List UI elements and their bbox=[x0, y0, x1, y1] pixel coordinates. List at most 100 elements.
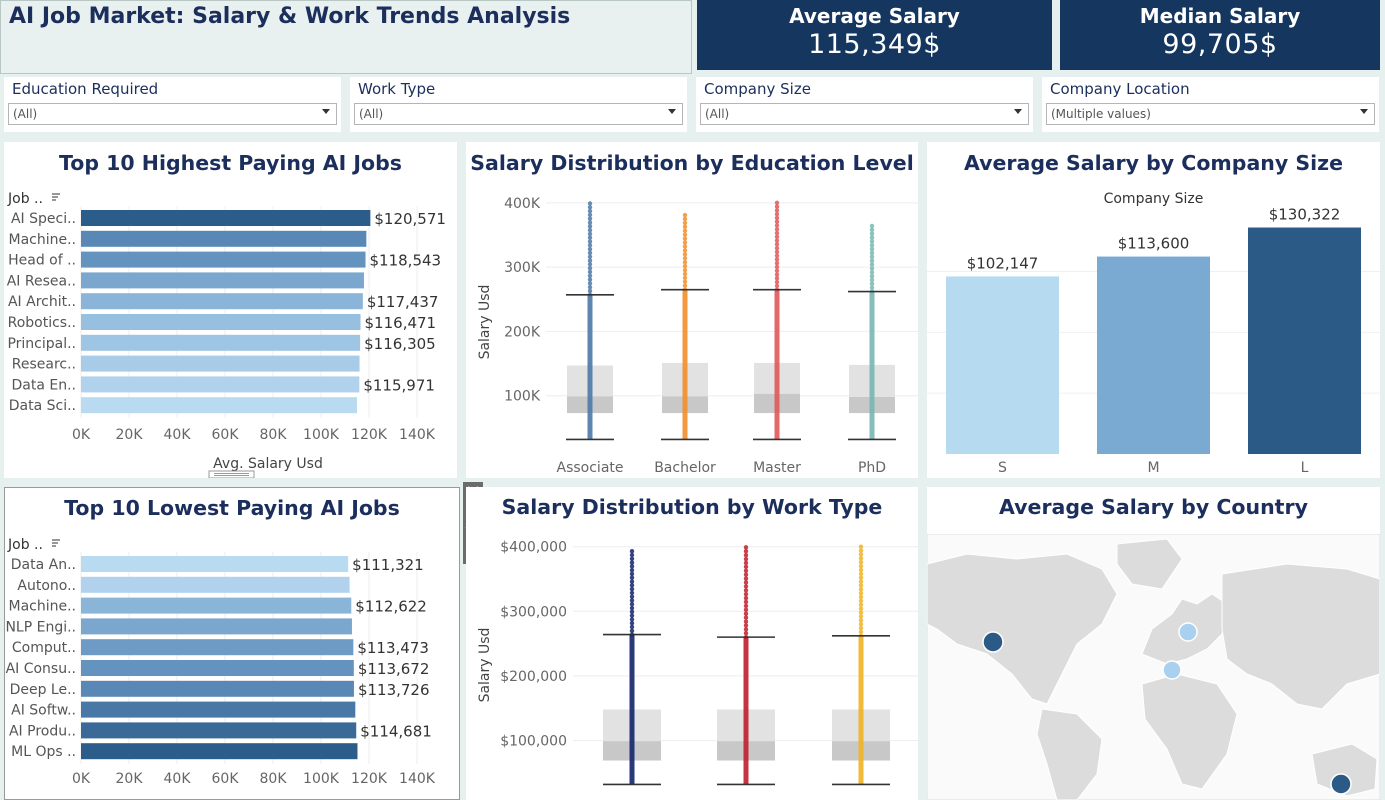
work-box-chart: $100,000 $200,000 $300,000 $400,000 Salary U… bbox=[477, 540, 918, 786]
bar bbox=[946, 276, 1059, 454]
chevron-down-icon[interactable] bbox=[1014, 109, 1022, 114]
outlier-point bbox=[858, 563, 864, 569]
bar-category-label: AI Archit.. bbox=[8, 294, 76, 310]
x-tick-label: 120K bbox=[351, 771, 388, 787]
bar-category-label: Deep Le.. bbox=[10, 682, 76, 698]
outlier-point bbox=[682, 248, 688, 253]
bar bbox=[81, 210, 371, 226]
outlier-point bbox=[774, 249, 780, 255]
outlier-point bbox=[682, 271, 688, 277]
land-greenland bbox=[1116, 538, 1183, 590]
outlier-point bbox=[629, 605, 635, 611]
bar-value-label: $116,471 bbox=[365, 314, 437, 332]
resize-handle bbox=[208, 470, 255, 478]
chart-title: Top 10 Highest Paying AI Jobs bbox=[58, 151, 402, 175]
filter-company-size-select[interactable]: (All) bbox=[700, 103, 1029, 125]
bar-category-label: Robotics.. bbox=[8, 315, 76, 331]
outlier-point bbox=[869, 277, 875, 283]
outlier-point bbox=[682, 228, 688, 233]
outlier-point bbox=[587, 269, 593, 275]
outlier-point bbox=[869, 266, 875, 271]
chart-title: Average Salary by Company Size bbox=[963, 151, 1344, 175]
bar-value-label: $118,543 bbox=[370, 252, 442, 270]
outlier-point bbox=[629, 586, 635, 592]
outlier-point bbox=[587, 273, 593, 278]
outlier-point bbox=[587, 288, 593, 294]
x-axis-label: Avg. Salary Usd bbox=[213, 456, 323, 472]
x-tick-label: 80K bbox=[260, 771, 288, 787]
bar bbox=[81, 597, 352, 614]
outlier-point bbox=[774, 264, 780, 270]
bar-value-label: $120,571 bbox=[374, 210, 446, 228]
chart-subtitle: Company Size bbox=[1103, 191, 1204, 207]
bar-category-label: AI Consu.. bbox=[6, 661, 76, 677]
outlier-point bbox=[858, 587, 864, 592]
bar bbox=[81, 251, 366, 268]
bar-value-label: $113,726 bbox=[358, 681, 430, 699]
outlier-point bbox=[858, 552, 864, 557]
chevron-down-icon[interactable] bbox=[668, 109, 676, 114]
outlier-point bbox=[587, 224, 593, 229]
land-asia bbox=[1221, 563, 1380, 710]
outlier-point bbox=[774, 215, 780, 221]
outlier-point bbox=[743, 545, 749, 550]
row-header: Job .. bbox=[7, 191, 43, 207]
filter-company-location-select[interactable]: (Multiple values) bbox=[1046, 103, 1375, 125]
x-category-label: L bbox=[1301, 460, 1309, 476]
outlier-point bbox=[743, 599, 749, 605]
y-tick-label: 400K bbox=[504, 196, 541, 212]
bar-value-label: $112,622 bbox=[355, 598, 427, 616]
bar bbox=[81, 272, 364, 289]
outlier-point bbox=[743, 595, 749, 601]
outlier-point bbox=[869, 285, 875, 290]
outlier-point bbox=[858, 575, 864, 580]
outlier-point bbox=[869, 270, 875, 275]
x-tick-label: 140K bbox=[399, 771, 436, 787]
world-map[interactable] bbox=[927, 534, 1380, 800]
x-tick-label: 80K bbox=[260, 427, 288, 443]
chevron-down-icon[interactable] bbox=[322, 109, 330, 114]
filter-value: (All) bbox=[705, 107, 730, 121]
map-point-finland bbox=[1178, 622, 1198, 642]
panel-low-jobs: Top 10 Lowest Paying AI Jobs Job .. 0K 20K… bbox=[4, 487, 460, 800]
outlier-point bbox=[743, 584, 749, 589]
outlier-point bbox=[858, 602, 864, 608]
outlier-point bbox=[869, 246, 875, 252]
outlier-point bbox=[587, 216, 593, 221]
point-strip bbox=[774, 289, 780, 440]
outlier-point bbox=[858, 579, 864, 584]
bar bbox=[1097, 256, 1210, 454]
outlier-point bbox=[682, 240, 688, 245]
point-strip bbox=[587, 294, 593, 440]
bar bbox=[81, 355, 360, 372]
outlier-point bbox=[869, 243, 875, 248]
bar-category-label: Data An.. bbox=[11, 557, 76, 573]
y-tick-label: $300,000 bbox=[500, 604, 567, 620]
outlier-point bbox=[682, 267, 688, 273]
map-point-switzerland bbox=[1162, 660, 1182, 680]
outlier-point bbox=[743, 631, 749, 636]
bar-value-label: $113,672 bbox=[358, 660, 430, 678]
outlier-point bbox=[858, 556, 864, 561]
outlier-point bbox=[682, 244, 688, 249]
outlier-point bbox=[682, 283, 688, 288]
x-category-label: PhD bbox=[858, 460, 886, 476]
outlier-point bbox=[774, 208, 780, 213]
filter-education-select[interactable]: (All) bbox=[8, 103, 337, 125]
bar bbox=[81, 660, 354, 676]
bar-category-label: Data Sci.. bbox=[9, 398, 76, 414]
outlier-point bbox=[629, 560, 635, 565]
sort-icon bbox=[52, 539, 60, 547]
bar bbox=[81, 576, 350, 593]
chart-title: Salary Distribution by Education Level bbox=[470, 151, 914, 175]
bar bbox=[81, 618, 352, 635]
y-tick-label: $100,000 bbox=[500, 733, 567, 749]
bar bbox=[81, 639, 354, 656]
outlier-point bbox=[858, 567, 864, 573]
outlier-point bbox=[587, 254, 593, 259]
bar bbox=[81, 230, 367, 247]
y-axis-label: Salary Usd bbox=[477, 285, 493, 360]
chevron-down-icon[interactable] bbox=[1360, 109, 1368, 114]
filter-work-type-select[interactable]: (All) bbox=[354, 103, 683, 125]
outlier-point bbox=[587, 243, 593, 248]
